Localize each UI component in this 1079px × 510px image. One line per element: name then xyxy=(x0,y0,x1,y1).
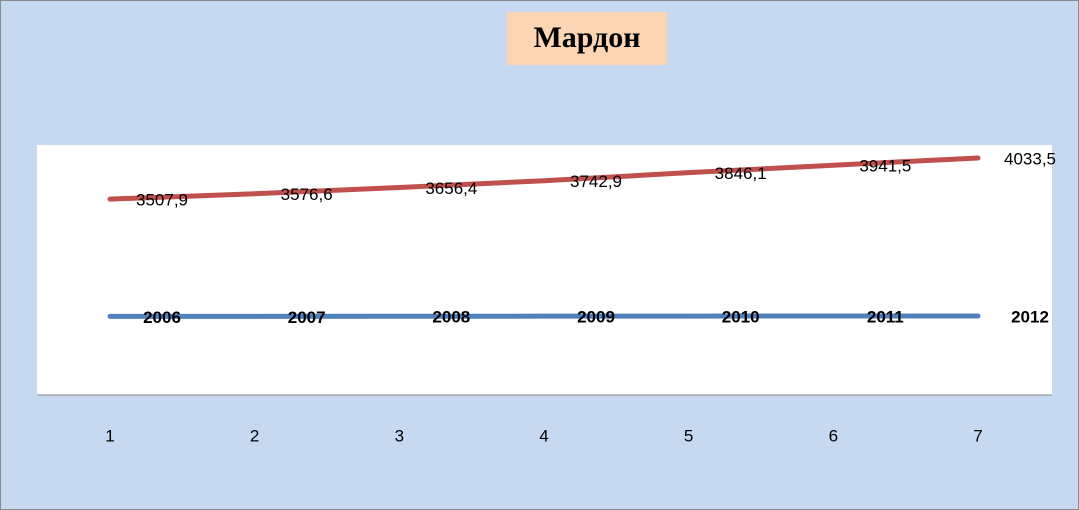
x-tick-label: 3 xyxy=(395,426,404,445)
data-label: 4033,5 xyxy=(1004,149,1056,168)
x-tick-label: 6 xyxy=(829,426,838,445)
data-label: 2010 xyxy=(722,308,760,327)
data-label: 2011 xyxy=(867,308,904,327)
x-tick-label: 7 xyxy=(973,426,982,445)
x-tick-label: 1 xyxy=(105,426,114,445)
data-label: 3941,5 xyxy=(859,157,911,176)
x-tick-label: 5 xyxy=(684,426,693,445)
chart-title: Мардон xyxy=(533,21,640,54)
plot-area xyxy=(37,145,1052,395)
data-label: 2009 xyxy=(577,308,615,327)
data-label: 3576,6 xyxy=(281,185,333,204)
x-tick-label: 2 xyxy=(250,426,259,445)
data-label: 2008 xyxy=(432,308,470,327)
data-label: 3507,9 xyxy=(136,191,188,210)
data-label: 2007 xyxy=(288,308,326,327)
data-label: 2012 xyxy=(1011,307,1049,326)
data-label: 2006 xyxy=(143,308,181,327)
title-box xyxy=(507,12,667,65)
series-line xyxy=(107,155,981,202)
x-tick-label: 4 xyxy=(539,426,548,445)
data-label: 3846,1 xyxy=(715,164,767,183)
data-label: 3742,9 xyxy=(570,172,622,191)
data-label: 3656,4 xyxy=(425,179,477,198)
